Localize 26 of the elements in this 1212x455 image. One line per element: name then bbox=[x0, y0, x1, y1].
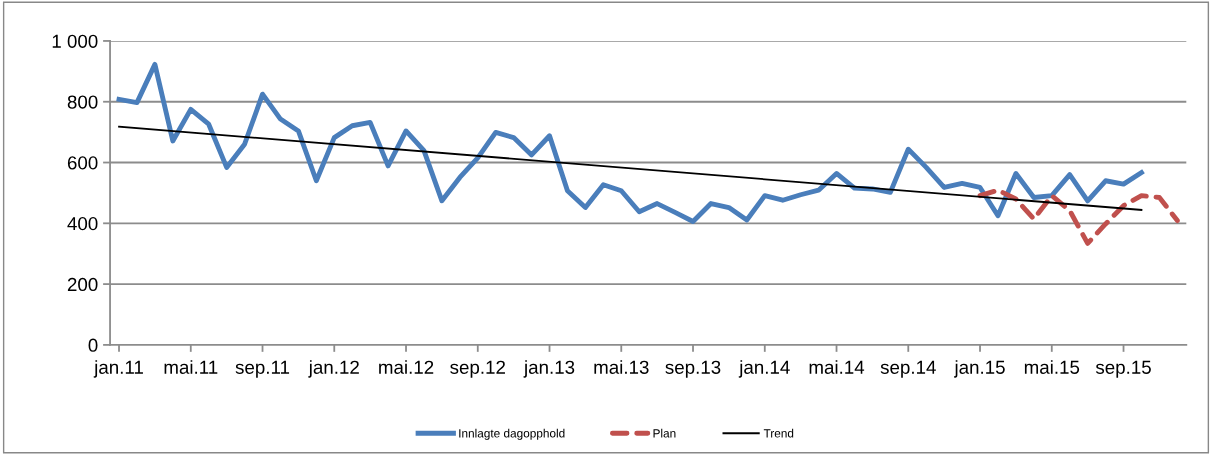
y-tick-label: 400 bbox=[67, 217, 98, 231]
x-tick-label: mai.13 bbox=[594, 360, 649, 374]
y-tick-label: 600 bbox=[67, 156, 98, 170]
x-tick-label: mai.12 bbox=[379, 360, 434, 374]
x-tick-label: sep.13 bbox=[665, 360, 721, 378]
x-tick-label: sep.15 bbox=[1095, 360, 1151, 378]
legend-label: Trend bbox=[763, 428, 794, 438]
line-series bbox=[977, 187, 1180, 246]
x-tick-label: mai.15 bbox=[1024, 360, 1080, 374]
legend-label: Innlagte dagopphold bbox=[459, 428, 565, 440]
x-tick-label: jan.12 bbox=[308, 360, 359, 378]
x-tick-label: sep.12 bbox=[450, 360, 505, 378]
legend-label: Plan bbox=[653, 428, 676, 438]
x-tick-label: jan.13 bbox=[523, 360, 575, 378]
line-series bbox=[116, 61, 1144, 224]
y-tick-label: 1 000 bbox=[52, 34, 98, 48]
x-tick-label: sep.14 bbox=[880, 360, 936, 378]
x-tick-label: mai.11 bbox=[164, 360, 218, 374]
y-tick-label: 0 bbox=[88, 338, 98, 352]
x-tick-label: sep.11 bbox=[235, 360, 290, 378]
y-tick-label: 200 bbox=[67, 277, 98, 292]
x-tick-label: mai.14 bbox=[809, 360, 865, 374]
x-tick-label: jan.14 bbox=[738, 360, 790, 378]
x-tick-label: jan.15 bbox=[954, 360, 1005, 378]
x-tick-label: jan.11 bbox=[93, 360, 143, 378]
y-tick-label: 800 bbox=[67, 95, 98, 109]
